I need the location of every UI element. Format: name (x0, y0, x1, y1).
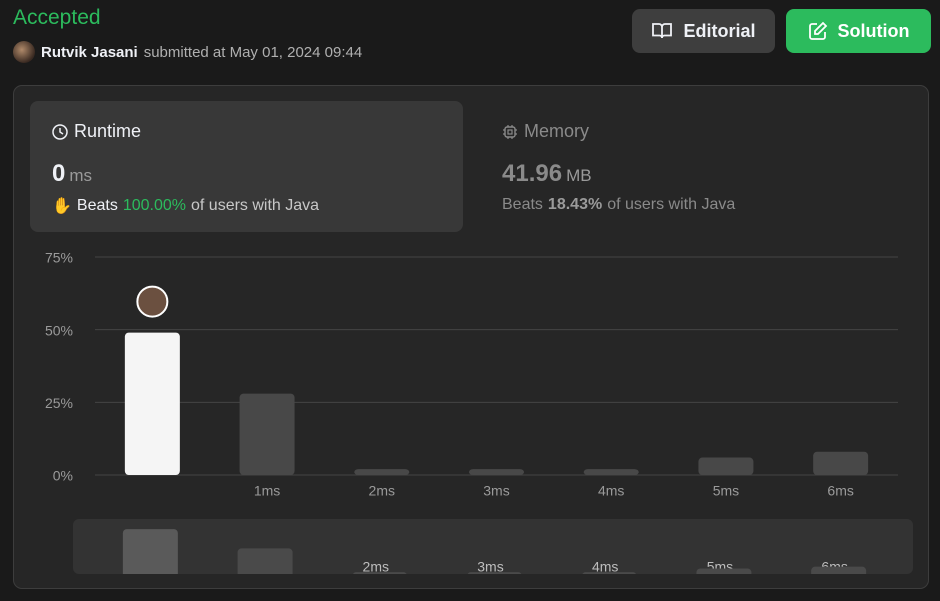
overview-bar (581, 572, 637, 574)
overview-bar (237, 548, 293, 574)
x-tick-label: 6ms (827, 483, 853, 499)
memory-percent: 18.43% (547, 196, 603, 213)
x-tick-label: 5ms (713, 483, 739, 499)
memory-suffix: of users with Java (607, 196, 736, 213)
avatar (13, 41, 35, 63)
bar (239, 393, 295, 475)
bar (698, 457, 754, 475)
bar (583, 469, 639, 475)
runtime-card[interactable]: Runtime 0 ms ✋ Beats 100.00% of users with J… (30, 101, 463, 232)
solution-label: Solution (837, 20, 910, 41)
solution-button[interactable]: Solution (786, 9, 931, 53)
bar (469, 469, 524, 475)
y-tick-label: 75% (45, 250, 73, 266)
overview-bar (467, 572, 522, 574)
book-icon (652, 23, 673, 39)
memory-card[interactable]: Memory 41.96 MB Beats 18.43% of users with … (480, 101, 913, 232)
user-avatar (136, 285, 169, 318)
user-name[interactable]: Rutvik Jasani (41, 43, 138, 61)
editorial-label: Editorial (683, 20, 756, 41)
x-tick-label: 1ms (254, 483, 280, 499)
memory-label: Memory (524, 121, 590, 141)
overview-tick-label: 4ms (592, 559, 618, 575)
x-tick-label: 2ms (369, 483, 395, 499)
x-tick-label: 4ms (598, 483, 624, 499)
runtime-value: 0 (52, 160, 66, 187)
runtime-label: Runtime (74, 121, 142, 141)
overview-tick-label: 2ms (363, 559, 389, 575)
overview-bar (696, 568, 752, 574)
edit-icon (808, 21, 827, 40)
overview-bar (352, 572, 408, 574)
submitted-at: submitted at May 01, 2024 09:44 (143, 43, 363, 61)
bar (813, 451, 869, 475)
overview-bar (811, 566, 867, 574)
y-tick-label: 0% (53, 468, 73, 484)
beats-label: Beats (76, 197, 118, 214)
memory-unit: MB (566, 166, 592, 185)
editorial-button[interactable]: Editorial (632, 9, 775, 53)
bar (354, 469, 410, 475)
clap-icon: ✋ (52, 198, 72, 215)
runtime-unit: ms (69, 166, 93, 185)
beats-label: Beats (502, 196, 543, 213)
byline: Rutvik Jasani submitted at May 01, 2024 … (13, 41, 362, 63)
runtime-percent: 100.00% (122, 197, 187, 214)
overview-tick-label: 3ms (477, 559, 503, 575)
memory-value: 41.96 (502, 160, 563, 187)
runtime-suffix: of users with Java (191, 197, 320, 214)
x-tick-label: 3ms (483, 483, 509, 499)
y-tick-label: 25% (45, 395, 73, 411)
chip-icon (503, 124, 517, 139)
y-tick-label: 50% (45, 322, 73, 338)
bar (124, 332, 180, 475)
clock-icon (52, 123, 68, 140)
status: Accepted (13, 6, 101, 29)
overview-bar (122, 529, 178, 574)
